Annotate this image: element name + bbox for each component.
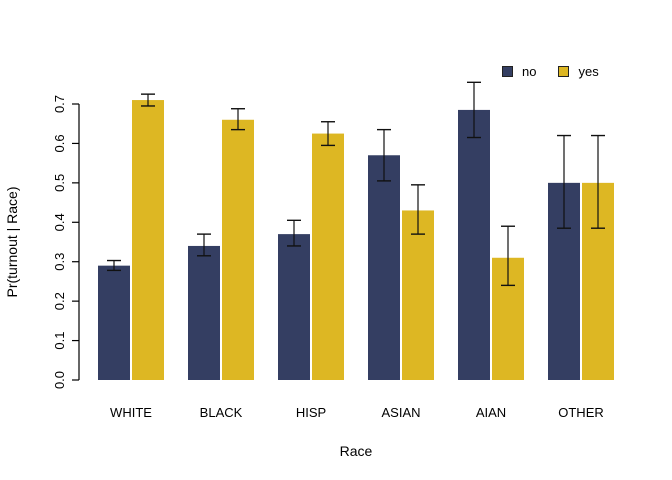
x-tick-label-other: OTHER (558, 405, 604, 420)
y-tick-label: 0.1 (52, 332, 67, 350)
bar-white-yes (132, 100, 164, 381)
y-tick-label: 0.2 (52, 292, 67, 310)
bar-asian-yes (402, 210, 434, 380)
bar-asian-no (368, 155, 400, 380)
y-tick-label: 0.0 (52, 371, 67, 389)
x-axis-title: Race (339, 443, 373, 459)
legend-swatch-yes-icon (558, 66, 570, 77)
y-tick-label: 0.5 (52, 174, 67, 192)
legend-label-no: no (522, 64, 537, 79)
bar-white-no (98, 265, 130, 380)
legend-entry-no: no (502, 64, 536, 79)
x-tick-label-aian: AIAN (476, 405, 506, 420)
y-tick-label: 0.7 (52, 95, 67, 113)
y-tick-label: 0.4 (52, 213, 67, 231)
bar-aian-no (458, 109, 490, 381)
y-axis-title: Pr(turnout | Race) (4, 186, 20, 298)
legend-swatch-no-icon (502, 66, 513, 77)
x-tick-label-asian: ASIAN (381, 405, 420, 420)
legend-label-yes: yes (578, 64, 599, 79)
bar-black-no (188, 245, 220, 380)
x-tick-label-black: BLACK (200, 405, 243, 420)
bar-hisp-yes (312, 133, 344, 380)
y-tick-label: 0.6 (52, 134, 67, 152)
x-tick-label-white: WHITE (110, 405, 152, 420)
bar-hisp-no (278, 234, 310, 380)
bar-black-yes (222, 119, 254, 381)
y-tick-label: 0.3 (52, 253, 67, 271)
legend-entry-yes: yes (558, 64, 599, 79)
legend: no yes (502, 64, 611, 79)
x-tick-label-hisp: HISP (296, 405, 326, 420)
